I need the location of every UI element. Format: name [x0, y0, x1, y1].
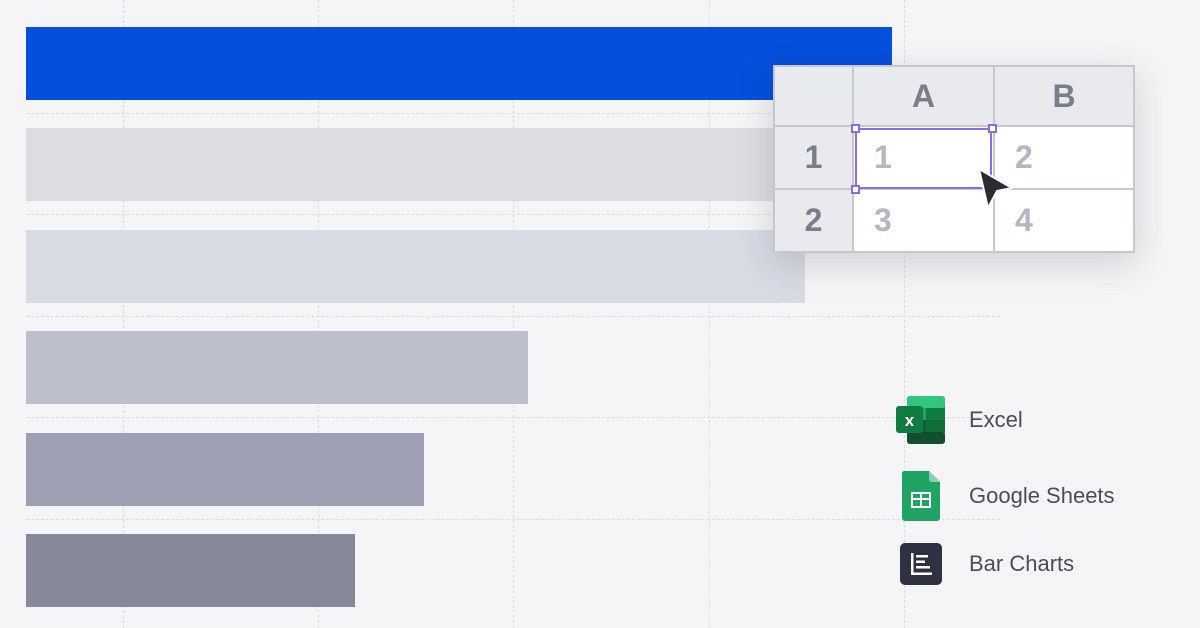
cell-a2[interactable]: 3 [854, 190, 995, 253]
grid-line [513, 0, 514, 628]
cell-b1[interactable]: 2 [995, 127, 1135, 190]
legend-item-bar-charts[interactable]: Bar Charts [895, 538, 1074, 590]
cell-a1[interactable]: 1 [854, 127, 995, 190]
legend-label-google-sheets: Google Sheets [969, 483, 1115, 508]
bar-6 [26, 534, 355, 607]
bar-5 [26, 433, 424, 506]
legend-item-excel[interactable]: x Excel [895, 394, 1023, 446]
corner-header [773, 65, 854, 127]
mouse-pointer-icon [976, 166, 1016, 217]
bar-4 [26, 331, 528, 404]
grid-line [904, 0, 905, 628]
grid-line [26, 417, 1000, 418]
cell-b2[interactable]: 4 [995, 190, 1135, 253]
bar-2 [26, 128, 814, 201]
cell-selection-outline [855, 128, 992, 189]
excel-icon: x [895, 394, 947, 446]
bar-3 [26, 230, 805, 303]
bar-charts-icon [895, 538, 947, 590]
column-header-a[interactable]: A [854, 65, 995, 127]
grid-line [26, 316, 1000, 317]
google-sheets-icon [895, 470, 947, 522]
legend-item-google-sheets[interactable]: Google Sheets [895, 470, 1115, 522]
selection-handle[interactable] [851, 185, 860, 194]
column-header-b[interactable]: B [995, 65, 1135, 127]
bar-1 [26, 27, 892, 100]
row-header-1[interactable]: 1 [773, 127, 854, 190]
grid-line [318, 0, 319, 628]
row-header-2[interactable]: 2 [773, 190, 854, 253]
selection-handle[interactable] [988, 124, 997, 133]
svg-text:x: x [905, 411, 915, 430]
grid-line [709, 0, 710, 628]
selection-handle[interactable] [851, 124, 860, 133]
legend-label-bar-charts: Bar Charts [969, 551, 1075, 576]
grid-line [26, 113, 1000, 114]
spreadsheet: A B 1 1 2 2 3 4 [773, 65, 1135, 253]
grid-line [26, 519, 1000, 520]
legend-label-excel: Excel [969, 407, 1023, 432]
grid-line [26, 214, 1000, 215]
grid-line [123, 0, 124, 628]
